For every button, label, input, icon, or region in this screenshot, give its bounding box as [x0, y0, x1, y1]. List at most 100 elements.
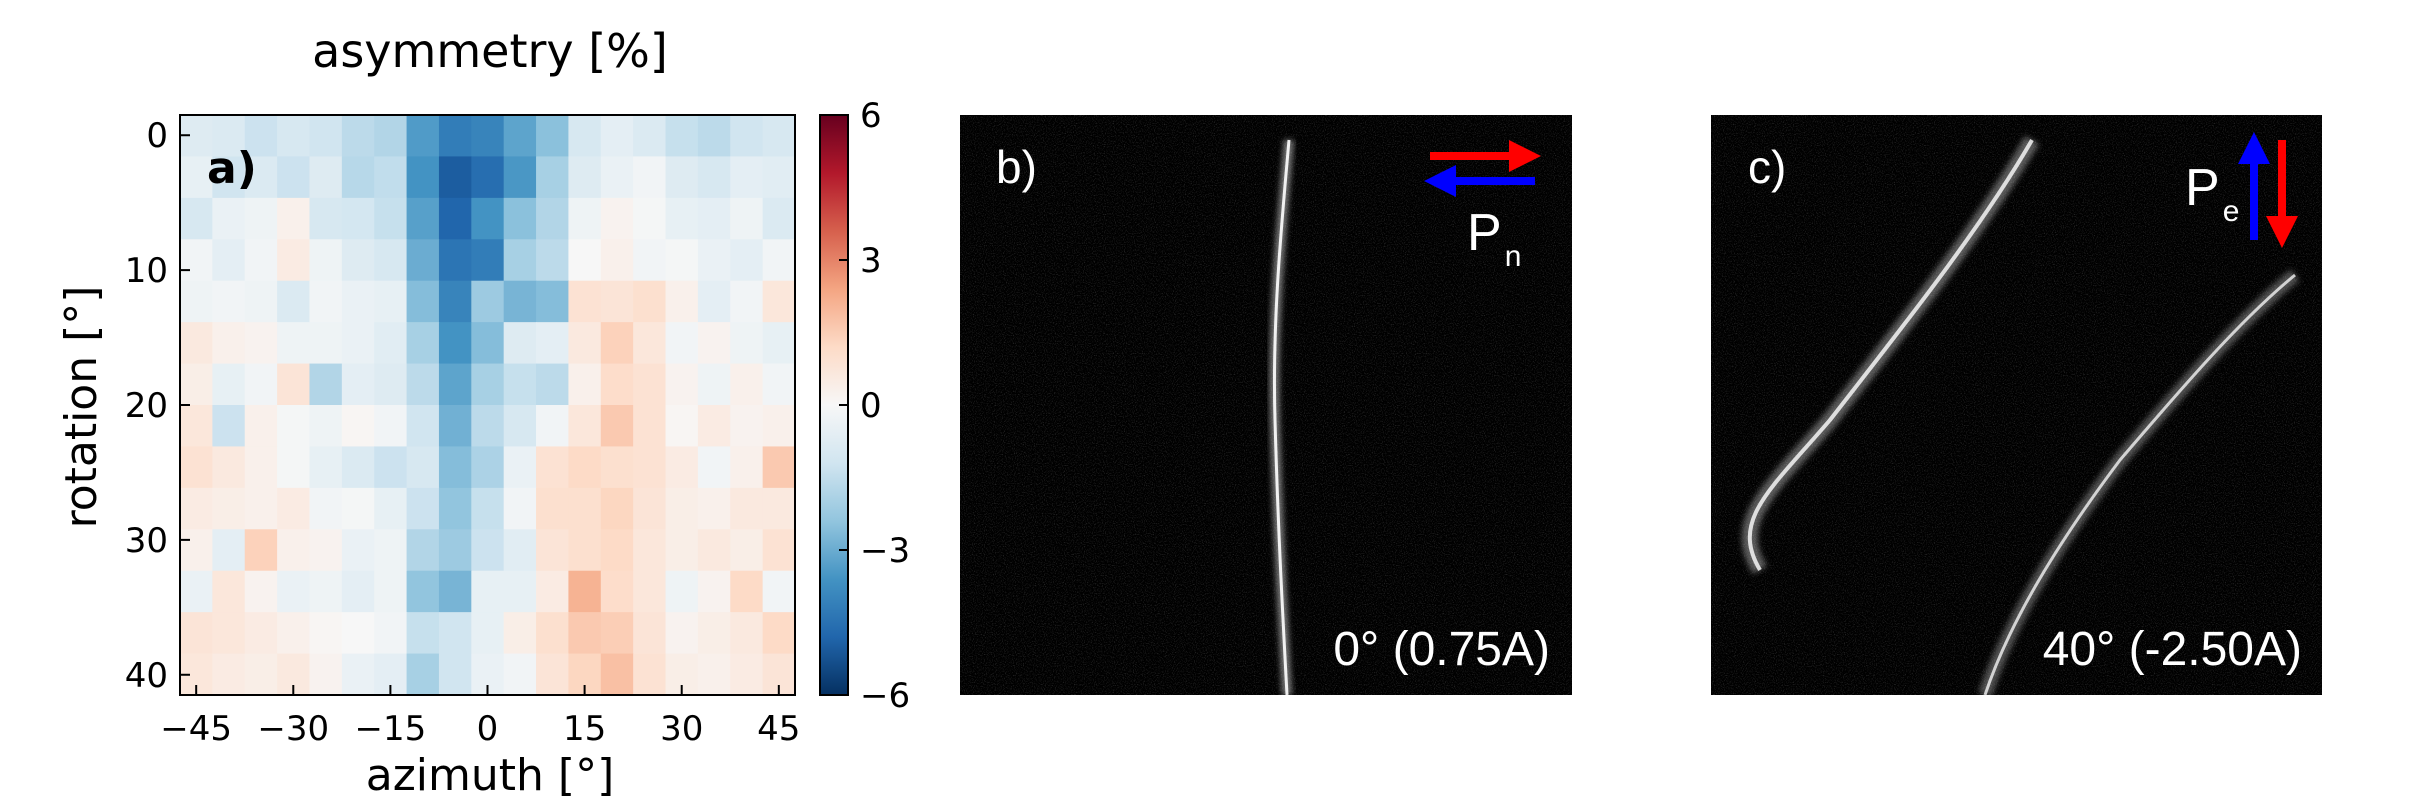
heatmap-cell: [438, 487, 472, 530]
heatmap-cell: [503, 363, 537, 406]
heatmap-cell: [633, 156, 667, 199]
heatmap-cell: [697, 363, 731, 406]
heatmap-cell: [212, 115, 246, 158]
x-tick-label: −15: [355, 709, 427, 749]
heatmap-cell: [309, 653, 343, 696]
heatmap-cell: [277, 405, 311, 448]
heatmap-cell: [568, 446, 602, 489]
heatmap-cell: [212, 280, 246, 323]
heatmap-cell: [374, 570, 408, 613]
heatmap-cell: [665, 156, 699, 199]
heatmap-cell: [536, 156, 570, 199]
heatmap-cell: [212, 239, 246, 282]
heatmap-cell: [568, 280, 602, 323]
y-axis-ticks: 0 10 20 30 40: [125, 116, 190, 696]
heatmap-cell: [438, 280, 472, 323]
heatmap-cell: [309, 197, 343, 240]
heatmap-cell: [633, 363, 667, 406]
heatmap-cell: [438, 446, 472, 489]
heatmap-cell: [665, 405, 699, 448]
heatmap-cell: [697, 653, 731, 696]
heatmap-cell: [600, 363, 634, 406]
heatmap-cell: [762, 239, 796, 282]
heatmap-cell: [180, 322, 213, 365]
heatmap-cell: [180, 570, 213, 613]
heatmap-cell: [536, 239, 570, 282]
heatmap-cell: [341, 322, 375, 365]
heatmap-cell: [406, 405, 440, 448]
heatmap-cell: [277, 197, 311, 240]
heatmap-cell: [762, 156, 796, 199]
heatmap-cell: [438, 363, 472, 406]
heatmap-cell: [341, 529, 375, 572]
heatmap-cell: [633, 446, 667, 489]
heatmap-cell: [633, 653, 667, 696]
heatmap-cell: [438, 529, 472, 572]
heatmap-cell: [374, 239, 408, 282]
heatmap-cell: [309, 280, 343, 323]
heatmap-cell: [341, 570, 375, 613]
heatmap-cell: [212, 405, 246, 448]
heatmap-cell: [503, 405, 537, 448]
heatmap-cell: [438, 405, 472, 448]
heatmap-cell: [309, 529, 343, 572]
heatmap-cell: [730, 322, 764, 365]
heatmap-cell: [633, 197, 667, 240]
heatmap-cell: [277, 115, 311, 158]
heatmap-cell: [180, 446, 213, 489]
x-axis-label: azimuth [°]: [366, 750, 615, 800]
heatmap-cell: [180, 529, 213, 572]
heatmap-cell: [471, 570, 505, 613]
heatmap-cell: [730, 239, 764, 282]
heatmap-cell: [374, 115, 408, 158]
x-tick-label: 30: [660, 709, 703, 749]
heatmap-cell: [212, 529, 246, 572]
heatmap-cell: [730, 280, 764, 323]
heatmap-cell: [762, 280, 796, 323]
heatmap-cell: [762, 115, 796, 158]
heatmap-cell: [277, 612, 311, 655]
y-tick-label: 10: [125, 251, 168, 291]
heatmap-cell: [665, 280, 699, 323]
heatmap-cell: [730, 197, 764, 240]
heatmap-cell: [406, 197, 440, 240]
heatmap-cell: [697, 322, 731, 365]
heatmap-cell: [665, 115, 699, 158]
heatmap-cell: [341, 156, 375, 199]
heatmap-cell: [309, 612, 343, 655]
heatmap-cell: [536, 653, 570, 696]
heatmap-cell: [438, 115, 472, 158]
heatmap-cell: [406, 612, 440, 655]
heatmap-cell: [503, 280, 537, 323]
heatmap-cell: [341, 487, 375, 530]
heatmap-cell: [244, 446, 278, 489]
heatmap-cell: [341, 363, 375, 406]
colorbar-tick-label: 3: [860, 241, 882, 281]
heatmap-cell: [762, 487, 796, 530]
heatmap-cell: [212, 653, 246, 696]
heatmap-cell: [374, 197, 408, 240]
heatmap-cell: [568, 115, 602, 158]
heatmap-cell: [665, 197, 699, 240]
heatmap-cell: [633, 280, 667, 323]
heatmap-cell: [277, 570, 311, 613]
heatmap-cell: [568, 156, 602, 199]
heatmap-cell: [697, 446, 731, 489]
heatmap-cell: [536, 446, 570, 489]
heatmap-cell: [536, 280, 570, 323]
y-tick-label: 30: [125, 521, 168, 561]
image-noise-c: [1711, 115, 2322, 695]
heatmap-cell: [471, 405, 505, 448]
heatmap-cell: [730, 653, 764, 696]
heatmap-cell: [438, 322, 472, 365]
heatmap-cell: [180, 612, 213, 655]
heatmap-cell: [471, 156, 505, 199]
heatmap-cell: [277, 363, 311, 406]
heatmap-cell: [730, 612, 764, 655]
heatmap-cell: [730, 570, 764, 613]
heatmap-cell: [180, 239, 213, 282]
x-tick-label: −45: [160, 709, 232, 749]
heatmap-cell: [665, 322, 699, 365]
